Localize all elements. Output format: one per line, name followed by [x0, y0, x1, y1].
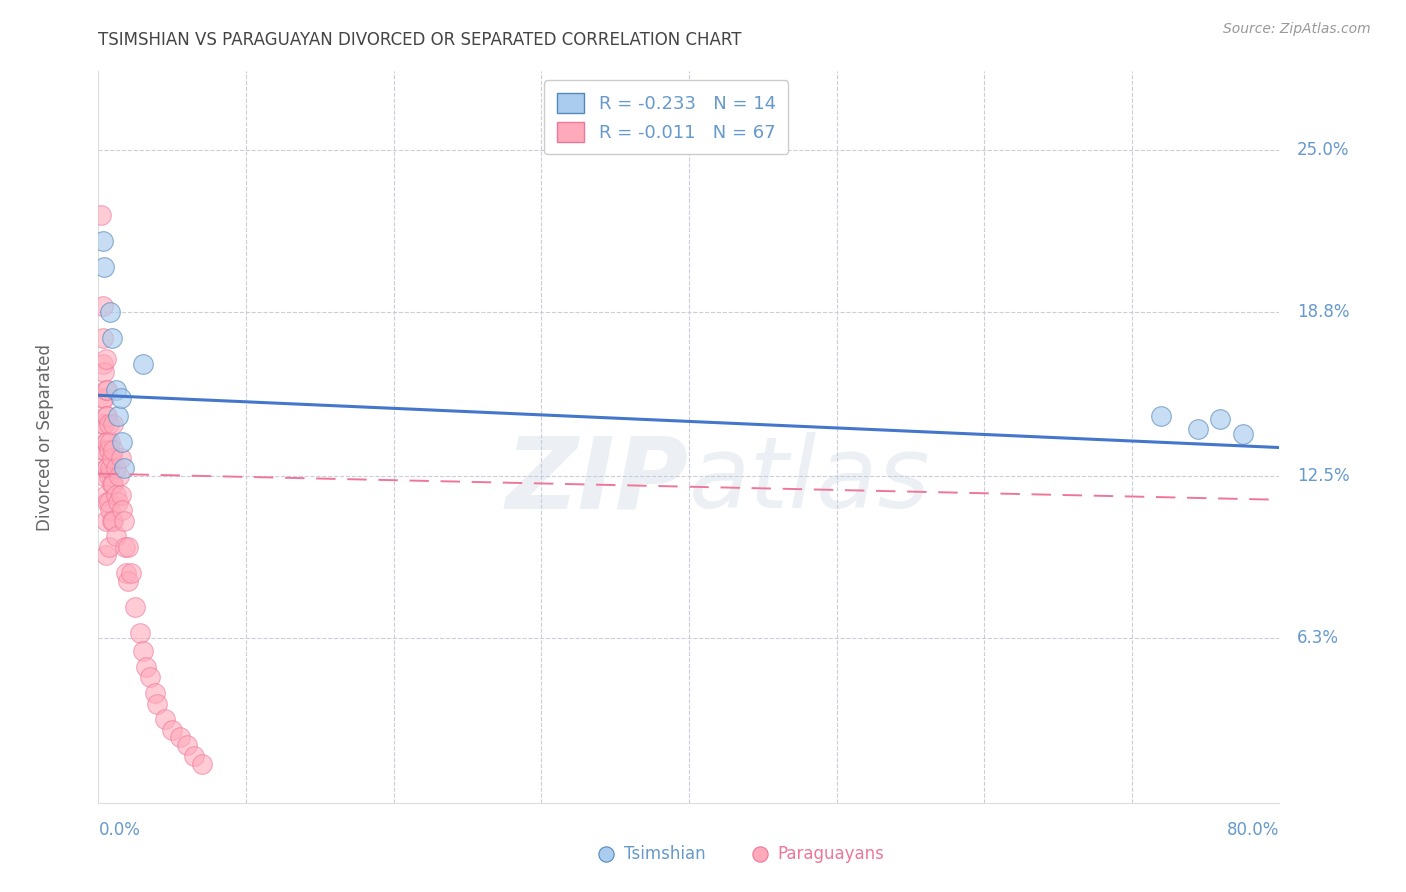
Point: [97, 540, 120, 554]
Point: [107, 409, 129, 424]
Point: [114, 540, 136, 554]
Point: [91, 417, 114, 431]
Point: [97, 469, 120, 483]
Point: [100, 477, 122, 491]
Point: [176, 739, 198, 753]
Text: 6.3%: 6.3%: [1298, 629, 1339, 648]
Point: [93, 469, 115, 483]
Point: [117, 540, 139, 554]
Point: [143, 686, 166, 700]
Text: ZIP: ZIP: [506, 433, 689, 530]
Text: TSIMSHIAN VS PARAGUAYAN DIVORCED OR SEPARATED CORRELATION CHART: TSIMSHIAN VS PARAGUAYAN DIVORCED OR SEPA…: [98, 31, 742, 49]
Point: [135, 660, 157, 674]
Point: [111, 503, 134, 517]
Point: [1150, 409, 1173, 424]
Point: [111, 435, 134, 450]
Point: [183, 748, 205, 763]
Point: [146, 697, 169, 711]
Text: Paraguayans: Paraguayans: [778, 845, 884, 863]
Point: [124, 599, 146, 614]
Point: [115, 566, 138, 580]
Point: [91, 300, 114, 314]
Point: [112, 514, 135, 528]
Point: [107, 495, 129, 509]
Point: [93, 391, 115, 405]
Point: [91, 234, 114, 248]
Point: [94, 514, 117, 528]
Point: [91, 357, 114, 371]
Text: 0.0%: 0.0%: [98, 821, 141, 839]
Point: [93, 260, 115, 275]
Point: [98, 461, 121, 475]
Point: [97, 417, 120, 431]
Point: [1187, 422, 1209, 436]
Point: [96, 461, 118, 475]
Point: [93, 417, 115, 431]
Point: [110, 391, 132, 405]
Point: [153, 712, 176, 726]
Point: [1209, 412, 1232, 426]
Point: [112, 461, 135, 475]
Text: atlas: atlas: [689, 433, 931, 530]
Point: [94, 351, 117, 366]
Point: [100, 450, 122, 465]
Point: [139, 670, 162, 684]
Point: [96, 435, 118, 450]
Point: [96, 383, 118, 397]
Point: [105, 529, 128, 543]
Point: [96, 409, 118, 424]
Point: [105, 461, 128, 475]
Text: 18.8%: 18.8%: [1298, 302, 1350, 321]
Point: [98, 503, 121, 517]
Point: [98, 304, 121, 318]
Point: [103, 477, 125, 491]
Point: [105, 383, 128, 397]
Point: [128, 626, 150, 640]
Legend: R = -0.233   N = 14, R = -0.011   N = 67: R = -0.233 N = 14, R = -0.011 N = 67: [544, 80, 789, 154]
Text: Tsimshian: Tsimshian: [624, 845, 706, 863]
Point: [94, 435, 117, 450]
Text: 25.0%: 25.0%: [1298, 141, 1350, 159]
Point: [90, 208, 112, 222]
Point: [91, 391, 114, 405]
Point: [100, 514, 122, 528]
Point: [94, 409, 117, 424]
Point: [120, 566, 142, 580]
Point: [105, 487, 128, 501]
Point: [110, 487, 132, 501]
Text: Divorced or Separated: Divorced or Separated: [37, 343, 55, 531]
Point: [94, 487, 117, 501]
Point: [103, 417, 125, 431]
Point: [97, 495, 120, 509]
Point: [94, 383, 117, 397]
Point: [100, 331, 122, 345]
Text: 80.0%: 80.0%: [1227, 821, 1279, 839]
Point: [117, 574, 139, 588]
Point: [93, 443, 115, 458]
Point: [108, 469, 131, 483]
Point: [103, 443, 125, 458]
Point: [1232, 427, 1254, 442]
Text: 12.5%: 12.5%: [1298, 467, 1350, 485]
Point: [91, 331, 114, 345]
Point: [97, 443, 120, 458]
Point: [94, 548, 117, 562]
Point: [96, 495, 118, 509]
Text: Source: ZipAtlas.com: Source: ZipAtlas.com: [1223, 22, 1371, 37]
Point: [132, 644, 155, 658]
Point: [91, 443, 114, 458]
Point: [132, 357, 155, 371]
Point: [169, 731, 191, 745]
Point: [93, 365, 115, 379]
Point: [191, 756, 214, 771]
Point: [162, 723, 183, 737]
Point: [98, 435, 121, 450]
Point: [110, 450, 132, 465]
Point: [94, 461, 117, 475]
Point: [103, 514, 125, 528]
